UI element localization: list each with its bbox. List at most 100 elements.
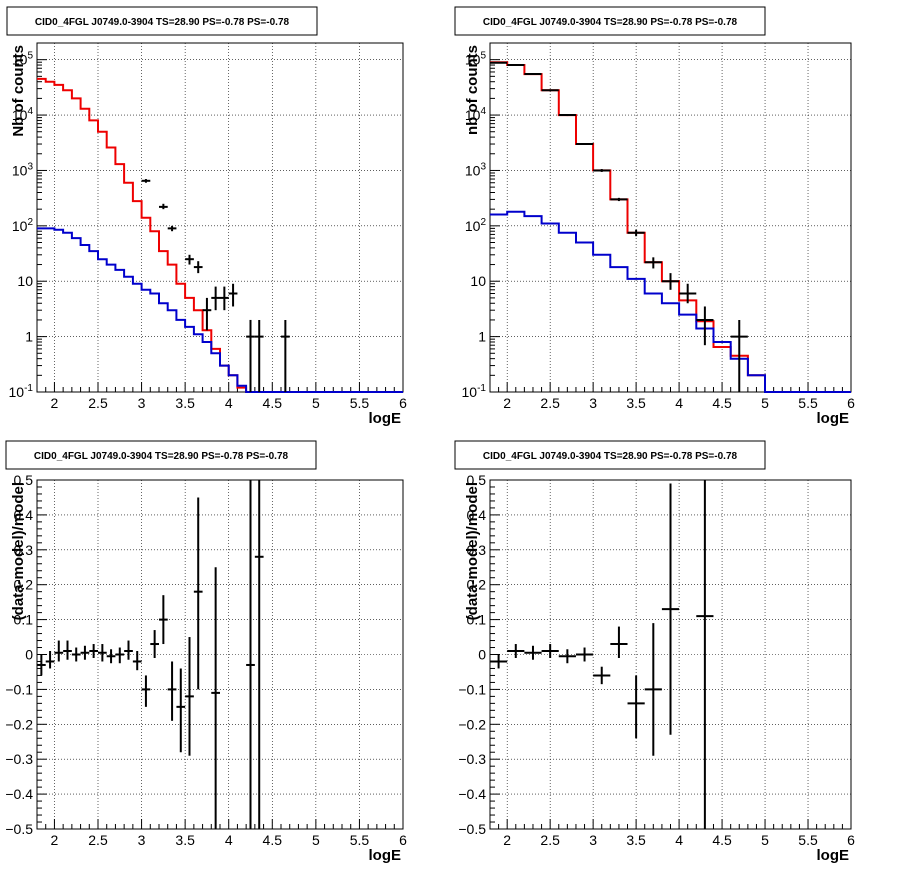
y-tick-label: 0.4 bbox=[14, 507, 34, 523]
data-point bbox=[254, 319, 264, 392]
y-axis-label: Nb of counts bbox=[10, 45, 27, 137]
model-histogram-1 bbox=[37, 77, 403, 393]
data-point bbox=[141, 179, 151, 183]
x-tick-label: 2 bbox=[51, 832, 59, 848]
y-tick-label: −0.4 bbox=[5, 786, 33, 802]
data-point bbox=[37, 654, 46, 676]
y-tick-label: 105 bbox=[465, 51, 487, 68]
data-point bbox=[610, 626, 628, 658]
y-tick-label: 0.3 bbox=[467, 542, 487, 558]
data-point bbox=[63, 640, 72, 660]
y-tick-label: −0.1 bbox=[5, 681, 33, 697]
x-tick-label: 6 bbox=[847, 832, 855, 848]
data-point bbox=[202, 297, 212, 331]
y-tick-label: 0.5 bbox=[14, 472, 34, 488]
data-point bbox=[627, 229, 645, 237]
x-tick-label: 3 bbox=[589, 395, 597, 411]
x-tick-label: 4 bbox=[675, 832, 683, 848]
title-box bbox=[6, 6, 318, 36]
data-point bbox=[644, 623, 662, 756]
x-tick-label: 2.5 bbox=[540, 395, 560, 411]
chart-title: CID0_4FGL J0749.0-3904 TS=28.90 PS=-0.78… bbox=[483, 17, 738, 28]
data-point bbox=[490, 61, 508, 64]
data-point bbox=[524, 73, 542, 76]
y-tick-label: 0.5 bbox=[467, 472, 487, 488]
data-point bbox=[627, 675, 645, 739]
y-tick-label: 103 bbox=[465, 161, 487, 178]
title-box bbox=[454, 6, 766, 36]
chart-panel-4: CID0_4FGL J0749.0-3904 TS=28.90 PS=-0.78… bbox=[454, 440, 855, 864]
x-tick-label: 3 bbox=[589, 832, 597, 848]
y-tick-label: −0.3 bbox=[458, 751, 486, 767]
data-point bbox=[696, 306, 714, 346]
y-tick-label: 105 bbox=[12, 51, 34, 68]
y-axis-label: (data-model)/model bbox=[10, 482, 27, 620]
x-tick-label: 5.5 bbox=[798, 395, 818, 411]
y-tick-label: 0.4 bbox=[467, 507, 487, 523]
y-tick-label: −0.4 bbox=[458, 786, 486, 802]
x-tick-label: 3.5 bbox=[626, 832, 646, 848]
x-tick-label: 5 bbox=[761, 832, 769, 848]
y-tick-label: 1 bbox=[25, 329, 33, 345]
data-point bbox=[558, 649, 576, 664]
x-tick-label: 3 bbox=[138, 395, 146, 411]
data-point bbox=[193, 261, 203, 274]
data-point bbox=[254, 480, 264, 829]
data-point bbox=[558, 114, 576, 117]
data-point bbox=[80, 645, 90, 660]
x-tick-label: 6 bbox=[399, 395, 407, 411]
data-point bbox=[185, 637, 194, 756]
y-tick-label: 102 bbox=[465, 217, 487, 234]
model-histogram-2 bbox=[37, 227, 403, 393]
x-tick-label: 5 bbox=[761, 395, 769, 411]
y-tick-label: 1 bbox=[478, 329, 486, 345]
x-tick-label: 5.5 bbox=[350, 395, 370, 411]
x-tick-label: 3.5 bbox=[175, 832, 195, 848]
data-point bbox=[159, 203, 168, 210]
x-tick-label: 5.5 bbox=[798, 832, 818, 848]
data-point bbox=[211, 286, 220, 311]
y-tick-label: 103 bbox=[12, 161, 34, 178]
x-tick-label: 2.5 bbox=[88, 395, 108, 411]
title-box bbox=[5, 440, 317, 470]
data-point bbox=[644, 257, 662, 269]
x-tick-label: 2 bbox=[51, 395, 59, 411]
y-tick-label: 0 bbox=[478, 647, 486, 663]
y-tick-label: −0.2 bbox=[458, 716, 486, 732]
chart-title: CID0_4FGL J0749.0-3904 TS=28.90 PS=-0.78… bbox=[483, 451, 738, 462]
data-point bbox=[228, 283, 238, 307]
x-tick-label: 4.5 bbox=[712, 832, 732, 848]
data-point bbox=[71, 647, 81, 662]
data-point bbox=[507, 644, 525, 658]
x-tick-label: 5 bbox=[312, 832, 320, 848]
x-tick-label: 3.5 bbox=[175, 395, 195, 411]
data-point bbox=[610, 197, 628, 202]
data-point bbox=[246, 480, 255, 829]
model-histogram-1 bbox=[490, 61, 851, 393]
data-point bbox=[167, 661, 177, 721]
x-axis-label: logE bbox=[369, 410, 402, 427]
chart-title: CID0_4FGL J0749.0-3904 TS=28.90 PS=-0.78… bbox=[35, 17, 290, 28]
chart-title: CID0_4FGL J0749.0-3904 TS=28.90 PS=-0.78… bbox=[34, 451, 289, 462]
data-point bbox=[246, 319, 255, 392]
x-tick-label: 2 bbox=[503, 395, 511, 411]
x-tick-label: 4.5 bbox=[712, 395, 732, 411]
data-point bbox=[507, 64, 525, 67]
x-tick-label: 4 bbox=[225, 395, 233, 411]
plot-frame bbox=[36, 42, 404, 393]
y-tick-label: 10 bbox=[17, 273, 33, 289]
y-tick-label: 102 bbox=[12, 217, 34, 234]
data-point bbox=[185, 254, 194, 265]
x-tick-label: 3.5 bbox=[626, 395, 646, 411]
data-point bbox=[661, 273, 680, 290]
data-point bbox=[730, 319, 748, 392]
data-point bbox=[679, 283, 697, 304]
y-axis-label: nb of counts bbox=[464, 45, 481, 135]
data-point bbox=[98, 644, 107, 662]
data-point bbox=[132, 651, 142, 671]
data-point bbox=[696, 480, 714, 829]
data-point bbox=[115, 647, 125, 664]
y-tick-label: −0.5 bbox=[5, 821, 33, 837]
data-point bbox=[575, 143, 594, 146]
